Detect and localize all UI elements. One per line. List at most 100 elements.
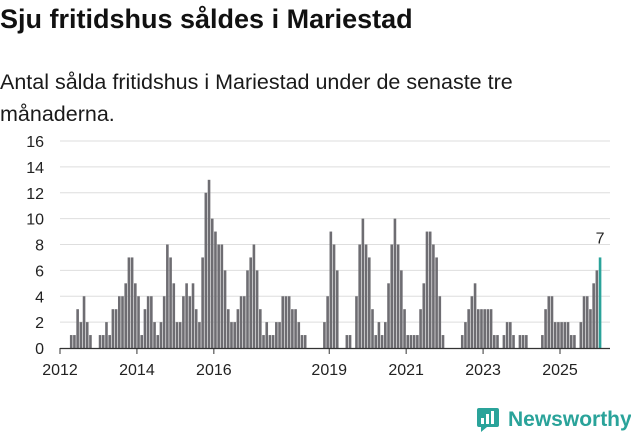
bar [300, 335, 304, 348]
bar [182, 296, 185, 348]
bar [239, 296, 243, 348]
bar [89, 335, 92, 348]
bar [544, 309, 547, 348]
y-tick-label: 2 [35, 315, 44, 332]
bar [438, 296, 442, 348]
bar [252, 244, 256, 348]
bar [557, 322, 560, 348]
bar [492, 335, 496, 348]
bar [496, 335, 499, 348]
bar [416, 335, 419, 348]
bar [281, 296, 285, 348]
bar [108, 335, 111, 348]
bar [464, 322, 467, 348]
bar [217, 244, 220, 348]
bar [271, 335, 275, 348]
bar [512, 335, 515, 348]
bar [236, 309, 240, 348]
bar [284, 296, 288, 348]
y-tick-label: 10 [26, 212, 44, 229]
bar [294, 309, 297, 348]
newsworthy-logo-icon [477, 408, 499, 432]
bar [249, 257, 253, 348]
bar [566, 322, 570, 348]
bar [230, 322, 233, 348]
bar-chart: 0 2 4 6 8 10 12 14 16 2012 2014 2016 2019 2021 2023 202… [26, 134, 610, 379]
bar [390, 244, 394, 348]
bar [563, 322, 567, 348]
bar [422, 283, 426, 348]
bar [111, 309, 115, 348]
bar [79, 322, 83, 348]
y-tick-label: 8 [35, 238, 44, 255]
bar [371, 309, 374, 348]
bar [185, 283, 188, 348]
axes: 0 2 4 6 8 10 12 14 16 2012 2014 2016 2019 2021 2023 202… [26, 134, 610, 379]
bar [114, 309, 118, 348]
bar [374, 335, 378, 348]
bar [323, 322, 326, 348]
bar [175, 322, 179, 348]
bar [396, 244, 400, 348]
bar [150, 296, 153, 348]
bar [198, 322, 201, 348]
bar [489, 309, 493, 348]
bar [121, 296, 124, 348]
bar [505, 322, 509, 348]
bar [297, 322, 301, 348]
y-tick-label: 6 [35, 263, 44, 280]
bar [105, 322, 108, 348]
bar [268, 335, 272, 348]
bar [162, 296, 166, 348]
bar [153, 322, 156, 348]
x-tick-label: 2023 [465, 362, 501, 379]
bar [358, 244, 361, 348]
brand[interactable]: Newsworthy [476, 406, 631, 434]
bar [178, 322, 182, 348]
bar [85, 322, 89, 348]
bar [101, 335, 105, 348]
bar [553, 322, 557, 348]
bar [246, 270, 249, 348]
brand-name: Newsworthy [508, 408, 631, 431]
bar [137, 296, 140, 348]
bar [460, 335, 464, 348]
bar [476, 309, 480, 348]
bar [207, 179, 211, 348]
bar [169, 257, 172, 348]
bar [525, 335, 528, 348]
bar [467, 309, 470, 348]
bar [387, 283, 390, 348]
bar [220, 244, 224, 348]
bar [255, 270, 259, 348]
bar [76, 309, 79, 348]
bar [377, 322, 381, 348]
bar [432, 244, 435, 348]
bar [348, 335, 352, 348]
bar [361, 218, 365, 348]
bar [428, 231, 432, 348]
bar [223, 270, 227, 348]
bar [419, 309, 422, 348]
bar [303, 335, 307, 348]
bar [188, 296, 192, 348]
bar [569, 335, 573, 348]
x-tick-label: 2025 [542, 362, 578, 379]
bar [406, 335, 410, 348]
bar [470, 296, 474, 348]
bar [400, 270, 403, 348]
annotations: 7 [596, 230, 605, 247]
x-tick-label: 2014 [119, 362, 155, 379]
x-tick-label: 2019 [311, 362, 347, 379]
chart-subtitle: Antal sålda fritidshus i Mariestad under… [0, 70, 513, 126]
bar [582, 296, 586, 348]
y-tick-label: 4 [35, 289, 44, 306]
bar [262, 335, 265, 348]
bar [332, 244, 336, 348]
bar [435, 257, 438, 348]
x-tick-label: 2021 [388, 362, 424, 379]
bar [287, 296, 291, 348]
bar [156, 335, 160, 348]
x-tick-label: 2012 [42, 362, 78, 379]
bar [191, 283, 195, 348]
